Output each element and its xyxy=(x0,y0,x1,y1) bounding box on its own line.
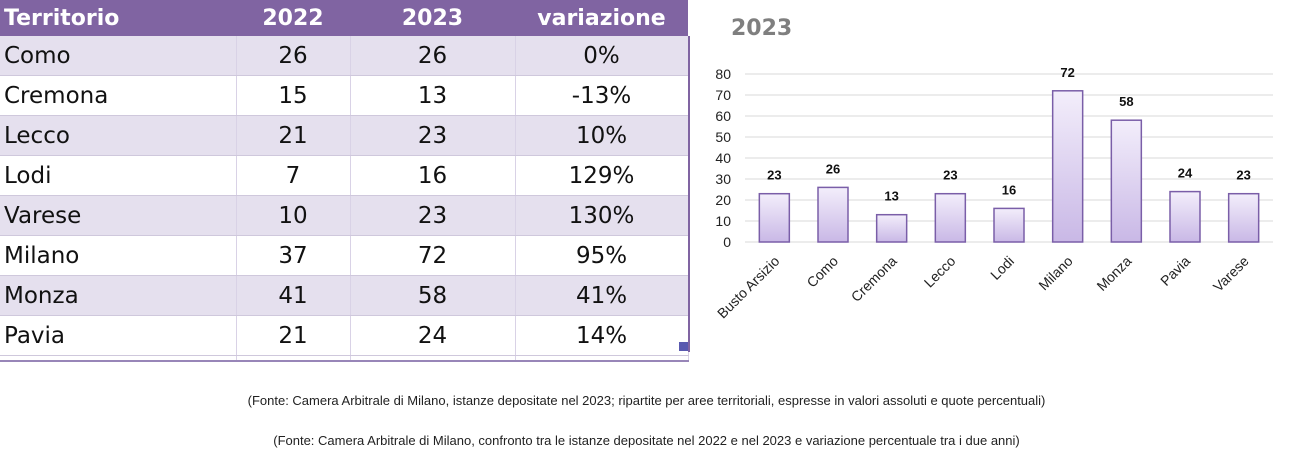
data-label: 72 xyxy=(1060,65,1074,80)
bar-chart: 2023 0 10 20 30 40 50 60 70 80 23 Busto Arsizio 26 C… xyxy=(695,0,1293,352)
cell-2023: 23 xyxy=(350,195,516,236)
y-tick-label: 20 xyxy=(715,192,731,208)
y-tick-label: 80 xyxy=(715,66,731,82)
cell-2022: 7 xyxy=(236,155,351,196)
table-cell-empty xyxy=(350,355,516,362)
table-source-caption: (Fonte: Camera Arbitrale di Milano, conf… xyxy=(273,433,1020,448)
x-tick-label: Busto Arsizio xyxy=(714,253,783,322)
data-label: 24 xyxy=(1178,166,1193,181)
data-label: 23 xyxy=(1236,168,1250,183)
cell-territorio: Pavia xyxy=(0,315,237,356)
cell-2023: 16 xyxy=(350,155,516,196)
cell-2023: 72 xyxy=(350,235,516,276)
bar xyxy=(934,192,967,243)
cell-2022: 21 xyxy=(236,315,351,356)
chart-title: 2023 xyxy=(731,16,793,41)
y-tick-label: 60 xyxy=(715,108,731,124)
cell-variazione: 41% xyxy=(515,275,689,316)
data-label: 58 xyxy=(1119,94,1133,109)
cell-territorio: Como xyxy=(0,36,237,76)
cell-2023: 58 xyxy=(350,275,516,316)
table-row: Lodi 7 16 129% xyxy=(0,155,689,196)
header-2022: 2022 xyxy=(236,0,350,36)
table-row: Monza 41 58 41% xyxy=(0,275,689,316)
table-resize-handle[interactable] xyxy=(679,342,688,351)
data-label: 23 xyxy=(943,168,957,183)
table-cell-empty xyxy=(515,355,689,362)
cell-variazione: 10% xyxy=(515,115,689,156)
comparison-table: Territorio 2022 2023 variazione Como 26 26… xyxy=(0,0,689,362)
table-row-partial xyxy=(0,355,689,362)
cell-2023: 24 xyxy=(350,315,516,356)
y-tick-label: 0 xyxy=(723,234,731,250)
cell-variazione: 0% xyxy=(515,36,689,76)
y-tick-label: 30 xyxy=(715,171,731,187)
data-label: 16 xyxy=(1002,182,1016,197)
x-tick-label: Lecco xyxy=(921,253,959,291)
cell-2022: 41 xyxy=(236,275,351,316)
x-tick-label: Milano xyxy=(1035,253,1076,294)
bar xyxy=(1227,192,1260,243)
x-tick-label: Cremona xyxy=(848,253,900,305)
header-variazione: variazione xyxy=(515,0,688,36)
bar xyxy=(875,213,908,243)
y-tick-label: 40 xyxy=(715,150,731,166)
bar xyxy=(1169,190,1201,243)
table-cell-empty xyxy=(0,355,237,362)
header-territorio: Territorio xyxy=(0,0,236,36)
header-2023: 2023 xyxy=(350,0,515,36)
x-tick-label: Como xyxy=(803,253,841,291)
chart-canvas: 0 10 20 30 40 50 60 70 80 23 Busto Arsizio 26 Como 13… xyxy=(714,65,1273,322)
chart-source-caption: (Fonte: Camera Arbitrale di Milano, ista… xyxy=(247,393,1046,408)
cell-variazione: 14% xyxy=(515,315,689,356)
y-tick-label: 50 xyxy=(715,129,731,145)
bar xyxy=(1110,119,1143,243)
cell-territorio: Varese xyxy=(0,195,237,236)
bar xyxy=(1051,90,1084,243)
cell-territorio: Monza xyxy=(0,275,237,316)
cell-2022: 21 xyxy=(236,115,351,156)
cell-2023: 13 xyxy=(350,75,516,116)
cell-variazione: 130% xyxy=(515,195,689,236)
table-row: Pavia 21 24 14% xyxy=(0,315,689,356)
cell-territorio: Lodi xyxy=(0,155,237,196)
cell-territorio: Milano xyxy=(0,235,237,276)
cell-variazione: 129% xyxy=(515,155,689,196)
y-tick-label: 70 xyxy=(715,87,731,103)
table-row: Milano 37 72 95% xyxy=(0,235,689,276)
data-label: 23 xyxy=(767,168,781,183)
data-label: 26 xyxy=(826,161,840,176)
table-header-row: Territorio 2022 2023 variazione xyxy=(0,0,688,36)
cell-variazione: -13% xyxy=(515,75,689,116)
bar xyxy=(993,207,1025,243)
cell-2023: 26 xyxy=(350,36,516,76)
table-body: Como 26 26 0% Cremona 15 13 -13% Lecco 21 23 10% Lod… xyxy=(0,36,689,362)
data-label: 13 xyxy=(884,189,898,204)
table-right-border xyxy=(688,36,690,352)
cell-2022: 10 xyxy=(236,195,351,236)
comparison-table-container: Territorio 2022 2023 variazione Como 26 26… xyxy=(0,0,690,362)
cell-2022: 37 xyxy=(236,235,351,276)
bar xyxy=(817,186,849,243)
cell-variazione: 95% xyxy=(515,235,689,276)
x-tick-label: Varese xyxy=(1210,253,1252,295)
cell-territorio: Cremona xyxy=(0,75,237,116)
table-cell-empty xyxy=(236,355,351,362)
table-row: Lecco 21 23 10% xyxy=(0,115,689,156)
cell-2023: 23 xyxy=(350,115,516,156)
x-tick-label: Pavia xyxy=(1157,253,1193,289)
bar xyxy=(758,192,791,243)
x-tick-label: Monza xyxy=(1093,253,1134,294)
cell-2022: 15 xyxy=(236,75,351,116)
cell-2022: 26 xyxy=(236,36,351,76)
cell-territorio: Lecco xyxy=(0,115,237,156)
table-row: Como 26 26 0% xyxy=(0,36,689,76)
table-row: Varese 10 23 130% xyxy=(0,195,689,236)
y-tick-label: 10 xyxy=(715,213,731,229)
table-row: Cremona 15 13 -13% xyxy=(0,75,689,116)
x-tick-label: Lodi xyxy=(987,253,1017,283)
